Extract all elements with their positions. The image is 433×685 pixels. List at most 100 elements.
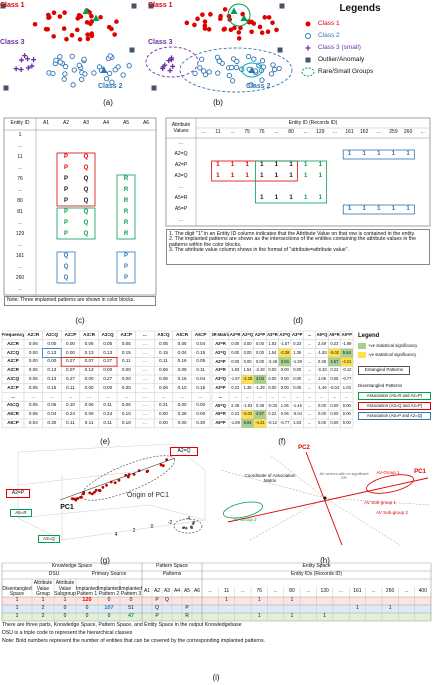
class1-point: [249, 29, 254, 35]
cell-value: 1.54: [268, 349, 277, 355]
cell-value: 0.05: [103, 340, 113, 346]
cell-value: 1: [63, 597, 67, 604]
cell-value: Q: [83, 209, 89, 216]
row-label: A3=Q: [6, 375, 20, 381]
class3-group: [145, 46, 199, 78]
column-header: A2: [62, 120, 70, 127]
axis-label: PC2: [298, 445, 310, 452]
legend-symbol: [305, 21, 311, 27]
class1-point: [32, 21, 38, 27]
column-header: A2=P: [254, 332, 266, 338]
rule: [17, 469, 151, 486]
projection-point: [98, 489, 102, 493]
column-header: A3=R: [267, 332, 278, 338]
class2-point: [61, 76, 67, 82]
cell-value: ...: [31, 393, 36, 399]
column-header: Implanted Pattern 2: [98, 585, 120, 597]
cell-value: 0.05: [121, 340, 131, 346]
cell-value: 0.13: [47, 375, 57, 381]
class1-point: [89, 13, 94, 19]
column-header: A5=R: [176, 331, 189, 337]
cell-value: 0.23: [231, 411, 240, 417]
cell-value: 0.00: [159, 411, 168, 417]
cell-value: ...: [307, 358, 312, 364]
class1-point: [64, 36, 69, 42]
cell-value: 0.11: [159, 358, 168, 364]
column-header: ...: [142, 331, 147, 337]
cell-value: 1.06: [280, 402, 289, 408]
row-id: ...: [17, 285, 23, 292]
cell-value: -0.77: [280, 420, 290, 426]
cell-value: 0.06: [28, 367, 38, 373]
cell-value: 0.00: [330, 411, 339, 417]
column-header: 76: [256, 588, 263, 595]
cell-value: 4.57: [256, 411, 264, 417]
cell-value: ...: [142, 367, 147, 373]
rule: [17, 517, 63, 541]
row-id: 81: [17, 208, 23, 215]
cell-value: 0: [85, 605, 89, 612]
legend-item: Association (A5=R and A2=P): [358, 392, 431, 400]
axis-label: PC1: [414, 469, 426, 476]
class1-point: [85, 36, 91, 42]
row-label: A2=Q: [174, 150, 188, 157]
class2-point: [206, 69, 212, 75]
class2-point: [248, 82, 254, 88]
cell-value: 47: [127, 613, 135, 620]
rare-group: [227, 3, 251, 27]
cell-value: ...: [307, 349, 312, 355]
group-header: Primary Source: [91, 571, 127, 578]
class1-point: [265, 29, 271, 34]
legend-swatch: [358, 343, 366, 349]
point-label: A2=P: [6, 489, 30, 498]
cell-value: 0.06: [159, 367, 168, 373]
class2-point: [109, 79, 115, 85]
column-header: 11: [223, 588, 230, 595]
cell-value: 1: [304, 162, 308, 169]
column-header: ...: [307, 332, 312, 338]
class2-point: [259, 58, 266, 64]
cell-value: -2.48: [267, 358, 278, 364]
cell-value: 1: [274, 195, 279, 202]
cell-value: 1.83: [268, 341, 277, 347]
rule: [324, 497, 431, 506]
cell-value: 0.00: [231, 358, 240, 364]
column-header: A5=P: [341, 332, 352, 338]
cell-value: ...: [270, 393, 275, 399]
note: 3. The attribute value column shows in t…: [169, 247, 349, 254]
cell-value: 0.16: [177, 358, 187, 364]
block: [211, 160, 298, 182]
cell-value: P: [63, 220, 68, 227]
class3-point: [160, 65, 166, 71]
cell-value: ...: [307, 376, 312, 382]
cell-value: 0.13: [84, 349, 94, 355]
class1-point: [112, 32, 117, 37]
class3-point: [25, 65, 31, 71]
cell-value: 0.22: [268, 411, 277, 417]
cell-value: 1: [289, 162, 293, 169]
cell-value: 1: [347, 151, 352, 158]
cell-value: 0.11: [121, 358, 131, 364]
cell-value: 0.27: [103, 375, 113, 381]
block: [255, 160, 328, 204]
class3-point: [19, 57, 25, 63]
cell-value: 0.00: [318, 411, 326, 417]
column-header: A3=P: [292, 332, 303, 338]
cell-value: 0.04: [196, 340, 206, 346]
significance-highlight: [241, 410, 254, 419]
rule: [149, 504, 206, 521]
cell-value: P: [63, 231, 68, 238]
class2-point: [76, 62, 82, 68]
cell-value: 0.00: [256, 341, 264, 347]
cell-value: ...: [307, 341, 312, 347]
class1-point: [266, 15, 272, 20]
projection-point: [94, 488, 98, 492]
cell-value: R: [123, 220, 129, 227]
cell-value: -2.48: [255, 367, 265, 373]
class2-point: [215, 70, 221, 76]
column-header: 161: [353, 588, 362, 595]
class1-point: [47, 14, 52, 20]
cell-value: ...: [332, 393, 337, 399]
class1-point: [51, 10, 57, 15]
class1-point: [257, 24, 263, 30]
